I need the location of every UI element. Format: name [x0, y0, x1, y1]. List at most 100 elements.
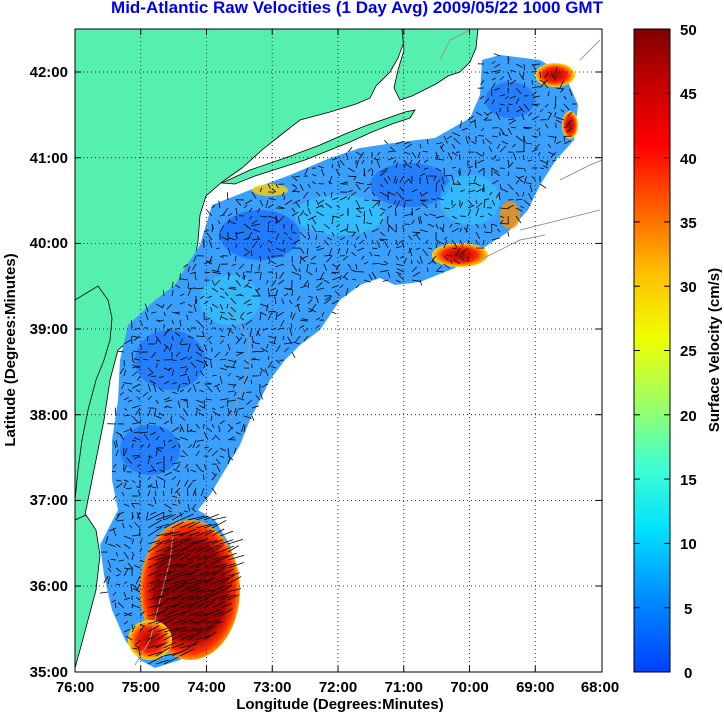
velocity-arrow — [107, 576, 110, 585]
velocity-arrow — [219, 398, 229, 401]
velocity-arrow — [507, 127, 512, 135]
velocity-arrow — [170, 455, 173, 462]
velocity-arrow — [195, 423, 200, 429]
velocity-arrow — [229, 318, 237, 321]
velocity-arrow — [251, 415, 255, 422]
velocity-arrow — [379, 263, 387, 266]
y-tick-label: 41:00 — [30, 150, 68, 167]
velocity-arrow — [507, 204, 514, 209]
velocity-arrow — [316, 287, 325, 291]
velocity-arrow — [399, 255, 405, 259]
velocity-arrow — [131, 623, 134, 630]
velocity-arrow — [131, 538, 135, 545]
velocity-arrow — [211, 473, 218, 481]
y-tick-label: 40:00 — [30, 235, 68, 252]
velocity-arrow — [235, 351, 242, 354]
velocity-arrow — [119, 391, 125, 396]
velocity-arrow — [437, 270, 445, 273]
velocity-arrow — [174, 487, 181, 494]
velocity-arrow — [224, 291, 229, 297]
velocity-arrow — [328, 247, 333, 256]
colorbar-tick-marks — [634, 28, 670, 673]
velocity-arrow — [523, 176, 527, 185]
velocity-arrow — [192, 384, 197, 393]
velocity-arrow — [452, 258, 461, 265]
velocity-arrow — [155, 607, 169, 617]
velocity-arrow — [376, 240, 381, 249]
velocity-arrow — [211, 436, 216, 441]
velocity-arrow — [426, 139, 429, 145]
velocity-arrow — [515, 207, 523, 212]
velocity-arrow — [311, 217, 317, 225]
velocity-arrow — [192, 503, 197, 509]
velocity-arrow — [376, 159, 381, 169]
x-tick-label: 70:00 — [450, 679, 488, 696]
velocity-arrow — [547, 91, 550, 97]
velocity-arrow — [155, 415, 162, 419]
velocity-arrow — [387, 215, 389, 224]
velocity-arrow — [256, 330, 261, 337]
velocity-arrow — [315, 267, 318, 273]
velocity-arrow — [203, 317, 211, 321]
velocity-arrow — [259, 271, 262, 281]
velocity-arrow — [339, 228, 348, 233]
velocity-arrow — [283, 347, 290, 353]
velocity-arrow — [371, 263, 380, 265]
velocity-arrow — [299, 319, 308, 322]
velocity-arrow — [315, 199, 320, 206]
velocity-arrow — [235, 351, 245, 357]
velocity-arrow — [307, 183, 311, 188]
velocity-arrow — [147, 542, 163, 553]
velocity-arrow — [387, 205, 393, 209]
velocity-arrow — [210, 319, 213, 325]
velocity-arrow — [111, 470, 117, 473]
velocity-arrow — [235, 231, 245, 235]
velocity-arrow — [219, 530, 234, 537]
velocity-arrow — [211, 407, 216, 411]
velocity-arrow — [443, 135, 448, 144]
velocity-arrow — [499, 207, 509, 210]
velocity-arrow — [174, 332, 181, 337]
velocity-arrow — [560, 109, 565, 113]
velocity-arrow — [368, 274, 373, 281]
velocity-arrow — [211, 423, 215, 428]
velocity-arrow — [259, 350, 265, 353]
velocity-arrow — [163, 641, 176, 649]
velocity-arrow — [195, 409, 198, 417]
velocity-arrow — [303, 279, 309, 286]
velocity-arrow — [131, 443, 134, 449]
velocity-arrow — [491, 223, 498, 227]
velocity-arrow — [315, 317, 321, 321]
velocity-arrow — [397, 274, 405, 281]
velocity-arrow — [483, 199, 486, 209]
velocity-arrow — [195, 625, 212, 633]
velocity-arrow — [496, 143, 501, 150]
velocity-arrow — [139, 559, 145, 563]
velocity-arrow — [299, 255, 306, 263]
velocity-arrow — [446, 135, 453, 140]
velocity-arrow — [211, 303, 219, 309]
velocity-arrow — [135, 575, 141, 585]
velocity-arrow — [387, 249, 391, 257]
velocity-arrow — [382, 279, 389, 282]
velocity-arrow — [162, 511, 165, 520]
velocity-arrow — [501, 133, 509, 137]
velocity-arrow — [494, 87, 501, 91]
velocity-arrow — [155, 339, 158, 345]
velocity-arrow — [211, 610, 225, 617]
velocity-arrow — [274, 296, 277, 305]
velocity-arrow — [331, 197, 339, 201]
velocity-arrow — [459, 239, 464, 247]
velocity-arrow — [179, 511, 182, 517]
velocity-arrow — [138, 647, 141, 657]
velocity-arrow — [270, 366, 277, 369]
velocity-arrow — [507, 71, 512, 81]
velocity-arrow — [179, 602, 194, 609]
velocity-arrow — [409, 159, 413, 165]
velocity-arrow — [443, 263, 450, 269]
velocity-arrow — [417, 217, 421, 225]
velocity-arrow — [419, 279, 423, 286]
velocity-arrow — [155, 598, 170, 609]
velocity-arrow — [249, 327, 253, 337]
velocity-arrow — [195, 343, 201, 350]
